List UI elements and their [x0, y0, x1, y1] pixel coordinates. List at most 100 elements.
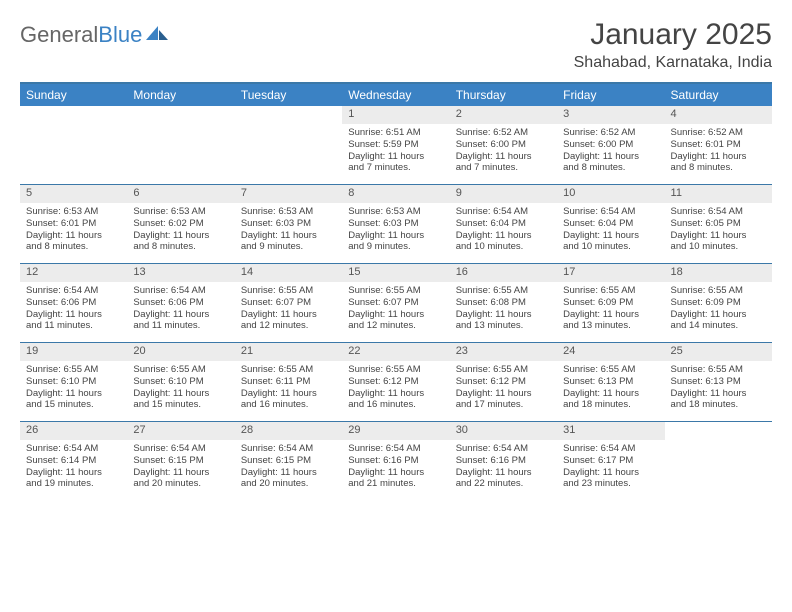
day-number: 3	[557, 106, 664, 124]
cell-line: Sunrise: 6:55 AM	[563, 364, 658, 376]
calendar-cell: 31Sunrise: 6:54 AMSunset: 6:17 PMDayligh…	[557, 422, 664, 500]
calendar-cell: 13Sunrise: 6:54 AMSunset: 6:06 PMDayligh…	[127, 264, 234, 342]
brand-part2: Blue	[98, 22, 142, 47]
cell-line: Sunset: 6:03 PM	[348, 218, 443, 230]
cell-line: and 13 minutes.	[563, 320, 658, 332]
cell-line: Sunset: 6:06 PM	[133, 297, 228, 309]
cell-line: Sunset: 6:01 PM	[26, 218, 121, 230]
cell-line: Daylight: 11 hours	[26, 309, 121, 321]
cell-line: Daylight: 11 hours	[563, 309, 658, 321]
cell-line: and 9 minutes.	[241, 241, 336, 253]
cell-body: Sunrise: 6:55 AMSunset: 6:08 PMDaylight:…	[450, 282, 557, 337]
cell-line: Sunrise: 6:55 AM	[456, 364, 551, 376]
cell-body: Sunrise: 6:54 AMSunset: 6:17 PMDaylight:…	[557, 440, 664, 495]
cell-body: Sunrise: 6:55 AMSunset: 6:09 PMDaylight:…	[665, 282, 772, 337]
title-block: January 2025 Shahabad, Karnataka, India	[574, 18, 772, 72]
cell-line: and 10 minutes.	[671, 241, 766, 253]
calendar-cell: 28Sunrise: 6:54 AMSunset: 6:15 PMDayligh…	[235, 422, 342, 500]
cell-line: Sunrise: 6:55 AM	[456, 285, 551, 297]
day-number: 21	[235, 343, 342, 361]
brand-logo: GeneralBlue	[20, 18, 168, 48]
day-number: 24	[557, 343, 664, 361]
cell-body: Sunrise: 6:55 AMSunset: 6:11 PMDaylight:…	[235, 361, 342, 416]
calendar-cell: 3Sunrise: 6:52 AMSunset: 6:00 PMDaylight…	[557, 106, 664, 184]
cell-line: Daylight: 11 hours	[671, 230, 766, 242]
cell-line: and 10 minutes.	[456, 241, 551, 253]
cell-line: and 8 minutes.	[671, 162, 766, 174]
day-number: 16	[450, 264, 557, 282]
sail-icon	[146, 24, 168, 47]
cell-line: Sunset: 6:04 PM	[456, 218, 551, 230]
cell-body: Sunrise: 6:55 AMSunset: 6:13 PMDaylight:…	[557, 361, 664, 416]
day-header: Friday	[557, 84, 664, 106]
cell-line: Sunset: 6:00 PM	[563, 139, 658, 151]
cell-line: Sunset: 6:06 PM	[26, 297, 121, 309]
cell-line: and 21 minutes.	[348, 478, 443, 490]
cell-body: Sunrise: 6:54 AMSunset: 6:15 PMDaylight:…	[235, 440, 342, 495]
calendar-cell: 29Sunrise: 6:54 AMSunset: 6:16 PMDayligh…	[342, 422, 449, 500]
cell-line: and 22 minutes.	[456, 478, 551, 490]
day-number: 11	[665, 185, 772, 203]
cell-line: and 18 minutes.	[563, 399, 658, 411]
cell-line: Sunrise: 6:54 AM	[133, 285, 228, 297]
cell-line: Sunrise: 6:54 AM	[456, 206, 551, 218]
cell-line: Daylight: 11 hours	[563, 467, 658, 479]
cell-body: Sunrise: 6:55 AMSunset: 6:07 PMDaylight:…	[342, 282, 449, 337]
cell-body: Sunrise: 6:52 AMSunset: 6:01 PMDaylight:…	[665, 124, 772, 179]
calendar-cell: 26Sunrise: 6:54 AMSunset: 6:14 PMDayligh…	[20, 422, 127, 500]
calendar: Sunday Monday Tuesday Wednesday Thursday…	[20, 82, 772, 500]
calendar-cell: 10Sunrise: 6:54 AMSunset: 6:04 PMDayligh…	[557, 185, 664, 263]
cell-body: Sunrise: 6:52 AMSunset: 6:00 PMDaylight:…	[557, 124, 664, 179]
calendar-cell: 9Sunrise: 6:54 AMSunset: 6:04 PMDaylight…	[450, 185, 557, 263]
cell-line: Sunrise: 6:54 AM	[456, 443, 551, 455]
calendar-cell	[235, 106, 342, 184]
cell-line: Sunset: 6:00 PM	[456, 139, 551, 151]
cell-line: Daylight: 11 hours	[563, 388, 658, 400]
calendar-cell: 20Sunrise: 6:55 AMSunset: 6:10 PMDayligh…	[127, 343, 234, 421]
calendar-cell: 2Sunrise: 6:52 AMSunset: 6:00 PMDaylight…	[450, 106, 557, 184]
calendar-cell: 7Sunrise: 6:53 AMSunset: 6:03 PMDaylight…	[235, 185, 342, 263]
cell-line: and 12 minutes.	[348, 320, 443, 332]
cell-line: Sunset: 6:04 PM	[563, 218, 658, 230]
day-number: 7	[235, 185, 342, 203]
cell-line: Sunset: 6:05 PM	[671, 218, 766, 230]
cell-line: Sunset: 5:59 PM	[348, 139, 443, 151]
cell-body: Sunrise: 6:55 AMSunset: 6:12 PMDaylight:…	[450, 361, 557, 416]
brand-text: GeneralBlue	[20, 22, 142, 48]
weeks-container: 1Sunrise: 6:51 AMSunset: 5:59 PMDaylight…	[20, 106, 772, 500]
cell-line: Sunset: 6:15 PM	[133, 455, 228, 467]
calendar-cell: 30Sunrise: 6:54 AMSunset: 6:16 PMDayligh…	[450, 422, 557, 500]
cell-line: Sunrise: 6:53 AM	[241, 206, 336, 218]
calendar-cell: 27Sunrise: 6:54 AMSunset: 6:15 PMDayligh…	[127, 422, 234, 500]
cell-line: Sunset: 6:16 PM	[348, 455, 443, 467]
day-number: 12	[20, 264, 127, 282]
cell-body	[235, 124, 342, 131]
cell-line: Daylight: 11 hours	[26, 388, 121, 400]
cell-body: Sunrise: 6:53 AMSunset: 6:03 PMDaylight:…	[235, 203, 342, 258]
week-row: 12Sunrise: 6:54 AMSunset: 6:06 PMDayligh…	[20, 263, 772, 342]
location-subtitle: Shahabad, Karnataka, India	[574, 54, 772, 72]
cell-line: Daylight: 11 hours	[671, 151, 766, 163]
cell-line: Sunrise: 6:55 AM	[241, 364, 336, 376]
header: GeneralBlue January 2025 Shahabad, Karna…	[20, 18, 772, 72]
cell-body: Sunrise: 6:55 AMSunset: 6:13 PMDaylight:…	[665, 361, 772, 416]
day-number: 4	[665, 106, 772, 124]
cell-line: Sunrise: 6:54 AM	[26, 443, 121, 455]
cell-line: Daylight: 11 hours	[456, 388, 551, 400]
cell-line: Sunset: 6:07 PM	[241, 297, 336, 309]
calendar-cell: 25Sunrise: 6:55 AMSunset: 6:13 PMDayligh…	[665, 343, 772, 421]
cell-body	[127, 124, 234, 131]
cell-line: and 20 minutes.	[133, 478, 228, 490]
calendar-cell: 15Sunrise: 6:55 AMSunset: 6:07 PMDayligh…	[342, 264, 449, 342]
week-row: 5Sunrise: 6:53 AMSunset: 6:01 PMDaylight…	[20, 184, 772, 263]
day-number: 28	[235, 422, 342, 440]
day-header: Sunday	[20, 84, 127, 106]
day-number: 1	[342, 106, 449, 124]
day-number: 29	[342, 422, 449, 440]
cell-line: and 18 minutes.	[671, 399, 766, 411]
cell-line: Daylight: 11 hours	[348, 467, 443, 479]
cell-body: Sunrise: 6:55 AMSunset: 6:10 PMDaylight:…	[20, 361, 127, 416]
day-number: 14	[235, 264, 342, 282]
cell-line: and 20 minutes.	[241, 478, 336, 490]
calendar-cell	[127, 106, 234, 184]
